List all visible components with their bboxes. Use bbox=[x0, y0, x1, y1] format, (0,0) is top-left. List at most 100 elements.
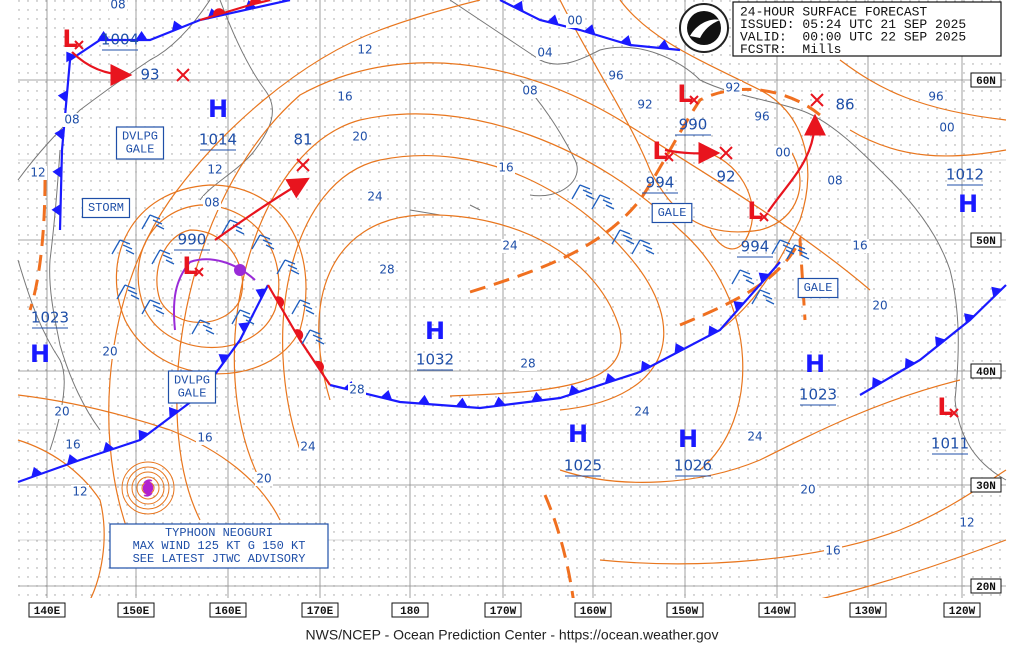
warning-text: STORM bbox=[88, 201, 124, 215]
cold-front bbox=[859, 284, 1007, 396]
lat-label: 20N bbox=[976, 582, 996, 594]
isobar bbox=[17, 439, 105, 601]
isobar-label-bg bbox=[753, 110, 771, 124]
low-mark bbox=[74, 40, 84, 50]
lat-label-box bbox=[970, 363, 1002, 379]
center-pressure: 1023 bbox=[799, 386, 837, 404]
isobar bbox=[115, 184, 307, 375]
lat-label-box bbox=[970, 477, 1002, 493]
low-mark bbox=[689, 95, 699, 105]
lon-label-box bbox=[301, 602, 339, 618]
isobar-label: 12 bbox=[72, 485, 87, 499]
cold-front-symbol bbox=[620, 35, 632, 46]
lon-label: 150W bbox=[672, 606, 699, 618]
warning-text: GALE bbox=[178, 387, 207, 401]
high-symbol: H bbox=[208, 95, 228, 123]
coastline bbox=[199, 0, 273, 201]
coastline bbox=[449, 0, 1007, 481]
isobar-label: 28 bbox=[379, 263, 394, 277]
lon-label-box bbox=[943, 602, 981, 618]
wind-barb bbox=[611, 229, 635, 245]
forecast-x bbox=[296, 158, 310, 172]
lon-label-box bbox=[484, 602, 522, 618]
typhoon-text: TYPHOON NEOGURI bbox=[165, 526, 273, 540]
isobar-label-bg bbox=[29, 166, 47, 180]
isobar-label-bg bbox=[636, 98, 654, 112]
warning-box bbox=[651, 202, 693, 224]
typhoon-ring bbox=[136, 476, 160, 500]
lon-label: 160E bbox=[215, 606, 242, 618]
isobar-label-bg bbox=[871, 299, 889, 313]
wind-barb bbox=[251, 234, 275, 250]
typhoon-ring bbox=[126, 466, 170, 510]
lon-label: 170W bbox=[490, 606, 517, 618]
isobar-label: 16 bbox=[197, 431, 212, 445]
wind-barb bbox=[191, 319, 215, 335]
isobar bbox=[559, 379, 961, 483]
lon-label: 120W bbox=[949, 606, 976, 618]
center-pressure: 1026 bbox=[674, 457, 712, 475]
high-symbol: H bbox=[30, 340, 50, 368]
low-mark bbox=[194, 267, 204, 277]
cold-front-symbol bbox=[568, 384, 581, 396]
isobar bbox=[282, 155, 665, 451]
cold-front-symbol bbox=[97, 31, 110, 40]
header-line: ISSUED: 05:24 UTC 21 SEP 2025 bbox=[740, 17, 966, 32]
cold-front-symbol bbox=[455, 397, 468, 408]
warning-text: GALE bbox=[804, 281, 833, 295]
isobar-label-bg bbox=[206, 163, 224, 177]
isobar-label-bg bbox=[536, 46, 554, 60]
isobar-label-bg bbox=[63, 113, 81, 127]
lat-label: 50N bbox=[976, 236, 996, 248]
warning-text: DVLPG bbox=[122, 130, 158, 144]
forecast-x bbox=[810, 93, 824, 107]
isobar-label-bg bbox=[501, 239, 519, 253]
warm-front-symbol bbox=[249, 0, 262, 6]
wind-barb bbox=[731, 269, 755, 285]
isobar-label: 20 bbox=[352, 130, 367, 144]
isobar-label: 12 bbox=[357, 43, 372, 57]
isobar-label: 20 bbox=[800, 483, 815, 497]
isobar-label: 24 bbox=[747, 430, 762, 444]
wind-barb bbox=[751, 289, 775, 305]
isobar-label-bg bbox=[607, 69, 625, 83]
center-pressure: 1004 bbox=[101, 31, 139, 49]
warning-text: GALE bbox=[658, 206, 687, 220]
cold-front-symbol bbox=[380, 389, 393, 401]
lat-label: 40N bbox=[976, 367, 996, 379]
movement-arrow bbox=[767, 113, 826, 213]
isobar-label: 16 bbox=[852, 239, 867, 253]
cold-front-symbol bbox=[674, 343, 686, 354]
lon-label: 150E bbox=[123, 606, 150, 618]
warm-front-symbol bbox=[275, 296, 285, 308]
isobar-label: 96 bbox=[928, 90, 943, 104]
isobar-label-bg bbox=[826, 174, 844, 188]
isobar-label: 24 bbox=[502, 239, 517, 253]
isobar-label: 28 bbox=[520, 357, 535, 371]
wind-barb bbox=[141, 299, 165, 315]
wind-barb bbox=[771, 239, 795, 255]
isobar-label: 04 bbox=[537, 46, 552, 60]
isobar-label-bg bbox=[356, 43, 374, 57]
isobar-label-bg bbox=[519, 357, 537, 371]
forecast-x bbox=[719, 146, 733, 160]
center-pressure: 1032 bbox=[416, 351, 454, 369]
isobar-label: 24 bbox=[300, 440, 315, 454]
warning-text: GALE bbox=[126, 143, 155, 157]
cold-front-symbol bbox=[67, 454, 79, 465]
typhoon-ring bbox=[131, 471, 165, 505]
lon-label-box bbox=[574, 602, 612, 618]
isobar bbox=[233, 113, 744, 481]
noaa-logo-bird bbox=[690, 19, 720, 38]
lon-label: 170E bbox=[307, 606, 334, 618]
isobar-label: 16 bbox=[337, 90, 352, 104]
cold-front-symbol bbox=[238, 322, 250, 333]
low-symbol: L bbox=[937, 393, 952, 421]
wind-barb bbox=[591, 194, 615, 210]
isobar-label-bg bbox=[351, 130, 369, 144]
cold-front bbox=[499, 0, 681, 52]
movement-arrow bbox=[71, 51, 133, 86]
lat-label: 60N bbox=[976, 76, 996, 88]
cold-front-symbol bbox=[531, 391, 544, 402]
center-pressure: 1011 bbox=[931, 435, 969, 453]
